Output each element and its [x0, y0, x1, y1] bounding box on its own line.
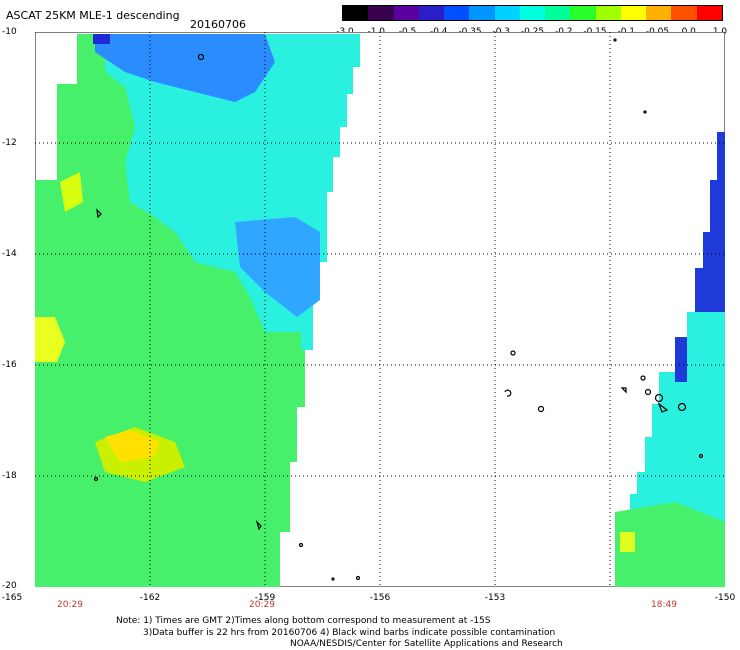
footnote-line-2: 3)Data buffer is 22 hrs from 20160706 4)…: [143, 628, 556, 638]
right-swath: [615, 132, 725, 587]
color-scale-segment: [545, 6, 571, 20]
color-scale-segment: [671, 6, 697, 20]
map-date: 20160706: [190, 18, 246, 31]
x-tick-label: -150: [714, 593, 736, 603]
pass-time-label: 20:29: [57, 600, 83, 610]
color-scale-segment: [343, 6, 369, 20]
left-swath: [35, 34, 360, 587]
color-scale-segment: [620, 6, 647, 20]
x-tick-label: -162: [139, 593, 161, 603]
color-scale-segment: [368, 6, 394, 20]
pass-time-label: 18:49: [651, 600, 677, 610]
color-scale-segment: [444, 6, 470, 20]
y-tick-label: -16: [2, 360, 17, 370]
y-tick-label: -10: [2, 27, 17, 37]
x-tick-label: -156: [369, 593, 391, 603]
grid-lines: [35, 32, 725, 587]
color-scale-segment: [494, 6, 520, 20]
y-tick-label: -14: [2, 249, 17, 259]
color-scale-bar: [342, 5, 723, 21]
color-scale-segment: [418, 6, 445, 20]
y-tick-label: -20: [2, 581, 17, 591]
x-tick-label: -159: [254, 593, 276, 603]
y-tick-label: -18: [2, 471, 17, 481]
pass-time-label: 20:29: [249, 600, 275, 610]
color-scale-segment: [469, 6, 495, 20]
color-scale-segment: [595, 6, 621, 20]
map-plot-area: [35, 32, 725, 587]
footnote-line-1: Note: 1) Times are GMT 2)Times along bot…: [116, 616, 491, 626]
color-scale-segment: [646, 6, 672, 20]
x-tick-label: -153: [484, 593, 506, 603]
color-scale-segment: [696, 6, 722, 20]
color-scale-segment: [393, 6, 419, 20]
map-title: ASCAT 25KM MLE-1 descending: [6, 9, 180, 22]
y-tick-label: -12: [2, 138, 17, 148]
color-scale-segment: [570, 6, 596, 20]
x-tick-label: -165: [1, 593, 23, 603]
island-outlines: [93, 38, 704, 581]
footnote-line-3: NOAA/NESDIS/Center for Satellite Applica…: [290, 639, 563, 649]
color-scale-segment: [519, 6, 546, 20]
